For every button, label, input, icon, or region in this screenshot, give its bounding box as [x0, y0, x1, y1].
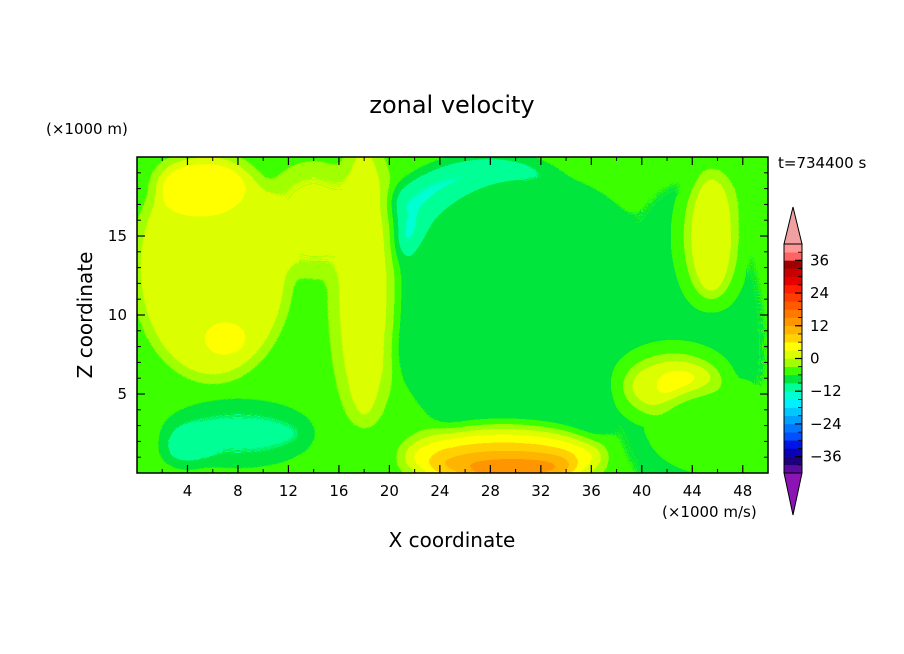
- colorbar-swatch: [784, 383, 802, 392]
- plot-area: [137, 157, 768, 473]
- colorbar-swatch: [784, 448, 802, 457]
- x-tick-label: 24: [430, 482, 449, 500]
- y-unit-label: (×1000 m): [46, 120, 128, 138]
- x-tick-label: 48: [733, 482, 752, 500]
- colorbar-swatch: [784, 342, 802, 351]
- colorbar-swatch: [784, 391, 802, 400]
- colorbar-tick-label: 12: [810, 317, 829, 335]
- x-tick-label: 4: [183, 482, 193, 500]
- colorbar-over-arrow: [783, 206, 803, 245]
- colorbar-swatch: [784, 374, 802, 384]
- colorbar-tick-label: 0: [810, 350, 820, 368]
- colorbar-tick-label: 24: [810, 284, 829, 302]
- chart-title: zonal velocity: [369, 91, 534, 119]
- y-tick-label: 15: [108, 227, 127, 245]
- colorbar-swatch: [784, 399, 802, 408]
- field-blob: [137, 157, 289, 379]
- colorbar-swatch: [784, 333, 802, 343]
- field-blob: [597, 172, 768, 473]
- colorbar-swatch: [784, 284, 802, 294]
- colorbar-swatch: [784, 456, 802, 466]
- x-tick-label: 36: [582, 482, 601, 500]
- field-blob: [206, 326, 245, 352]
- colorbar-tick-label: 36: [810, 251, 829, 269]
- colorbar-swatch: [784, 366, 802, 376]
- colorbar-swatch: [784, 252, 802, 261]
- colorbar-swatch: [784, 415, 802, 425]
- colorbar-swatch: [784, 293, 802, 302]
- colorbar-swatch: [784, 464, 802, 474]
- y-tick-label: 5: [117, 385, 127, 403]
- y-axis-label: Z coordinate: [73, 252, 97, 379]
- x-tick-label: 20: [380, 482, 399, 500]
- colorbar-swatch: [784, 432, 802, 441]
- colorbar-under-arrow: [783, 472, 803, 516]
- colorbar-swatch: [784, 358, 802, 367]
- field-blob: [654, 386, 768, 466]
- colorbar-swatch: [784, 244, 802, 253]
- field-blob: [685, 172, 737, 300]
- x-axis-label: X coordinate: [389, 528, 516, 552]
- x-tick-label: 40: [632, 482, 651, 500]
- x-tick-label: 16: [329, 482, 348, 500]
- x-tick-label: 12: [279, 482, 298, 500]
- x-unit-label: (×1000 m/s): [662, 503, 757, 521]
- colorbar-swatch: [784, 350, 802, 359]
- field-blob: [162, 433, 213, 466]
- x-axis: 4 8 12 16 20 24 28 32 36 40 44 48: [161, 157, 752, 500]
- field-blob: [263, 164, 365, 276]
- x-tick-label: 8: [233, 482, 243, 500]
- colorbar-swatch: [784, 301, 802, 310]
- colorbar-swatch: [784, 325, 802, 335]
- colorbar: 36 24 12 0 −12 −24 −36: [783, 206, 842, 516]
- colorbar-swatch: [784, 440, 802, 449]
- x-tick-label: 28: [481, 482, 500, 500]
- colorbar-tick-label: −36: [810, 448, 842, 466]
- colorbar-tick-label: −12: [810, 382, 842, 400]
- field-blob: [458, 460, 573, 473]
- time-label: t=734400 s: [778, 154, 866, 172]
- colorbar-swatch: [784, 317, 802, 327]
- colorbar-swatch: [784, 407, 802, 417]
- field-blob: [389, 172, 668, 458]
- colorbar-swatch: [784, 260, 802, 269]
- colorbar-swatch: [784, 268, 802, 278]
- y-tick-label: 10: [108, 306, 127, 324]
- field-blob: [155, 158, 245, 213]
- colorbar-swatch: [784, 276, 802, 286]
- colorbar-tick-label: −24: [810, 415, 842, 433]
- colorbar-swatch: [784, 423, 802, 433]
- colorbar-swatch: [784, 309, 802, 318]
- x-tick-label: 32: [531, 482, 550, 500]
- y-axis: 5 10 15: [108, 172, 768, 458]
- x-tick-label: 44: [683, 482, 702, 500]
